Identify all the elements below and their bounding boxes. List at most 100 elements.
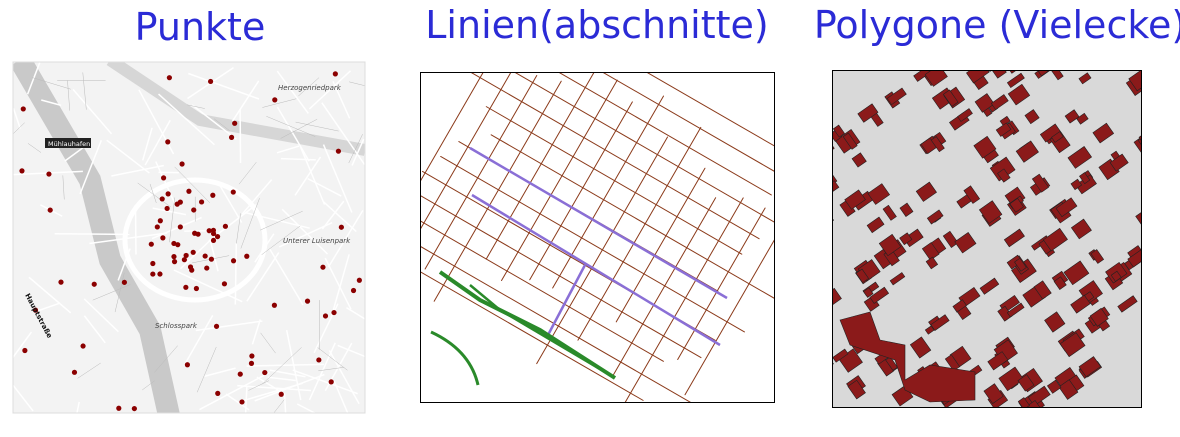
building [863,287,874,298]
street [276,145,300,154]
building [957,108,973,122]
line-segment [529,101,633,281]
building [789,302,798,311]
point [332,71,338,77]
line-segment [421,195,702,359]
street [266,116,316,137]
point [121,279,127,285]
building [889,272,906,286]
street [196,346,217,393]
point [189,267,195,273]
point [148,241,154,247]
building [1090,249,1105,264]
street [111,164,164,177]
street [298,77,320,97]
building [1076,112,1089,125]
street [317,347,348,371]
street [256,376,286,395]
point [232,120,238,126]
point [198,199,205,205]
building [998,366,1025,392]
building [942,89,959,107]
street [251,319,261,345]
map-label: Schlosspark [155,322,198,330]
building [1128,71,1141,92]
building [1086,54,1104,71]
building [978,200,1003,224]
building [1031,173,1049,193]
street [204,367,236,377]
point [175,242,181,248]
building [833,287,842,310]
street [240,198,260,249]
building [833,348,849,363]
street [241,179,273,215]
point [190,249,196,255]
building [1165,186,1176,197]
point [215,390,221,396]
street [346,307,365,320]
point [165,139,171,145]
street [27,143,42,153]
building [1006,302,1025,318]
line-segment [485,106,743,255]
building [1127,247,1141,268]
street [183,314,214,367]
point [174,201,180,207]
building [997,168,1011,183]
building [1079,172,1091,185]
building [1176,250,1180,263]
point [237,371,243,377]
street [225,393,250,411]
street [238,162,257,185]
line-segment [546,264,587,336]
point [262,369,268,376]
street [179,239,212,270]
street [141,127,153,161]
street [285,329,302,401]
street [188,72,260,100]
point [331,309,337,316]
point [183,252,189,259]
street [26,62,41,95]
panel-title: Linien(abschnitte) [425,3,768,47]
point [338,224,344,230]
street [328,350,360,405]
street [64,144,87,162]
building [1064,109,1080,124]
building [1150,279,1168,298]
building [1092,122,1115,144]
point [20,106,26,112]
street [13,108,21,129]
building [921,242,940,261]
building [909,336,932,359]
point [32,307,39,313]
building [916,433,936,437]
street [260,332,276,354]
building [780,228,803,250]
panel-title: Polygone (Vielecke) [814,3,1180,47]
line-segment [471,73,760,240]
point [271,302,278,308]
building [833,124,845,138]
building-grid [780,54,1180,437]
point [186,188,192,194]
point [213,323,220,329]
building [987,351,1009,371]
point [157,218,163,224]
line-segment [615,167,706,323]
building [995,122,1012,137]
building [926,209,944,225]
panel-title: Punkte [135,5,266,49]
building [857,103,879,123]
point [165,191,171,197]
building [1067,145,1093,169]
street [83,298,119,333]
building [1002,415,1019,430]
map-label: Unterer Luisenpark [283,237,351,245]
street [186,104,205,109]
building [899,202,914,217]
building [1033,280,1052,300]
building [925,256,939,270]
building [990,71,1007,79]
